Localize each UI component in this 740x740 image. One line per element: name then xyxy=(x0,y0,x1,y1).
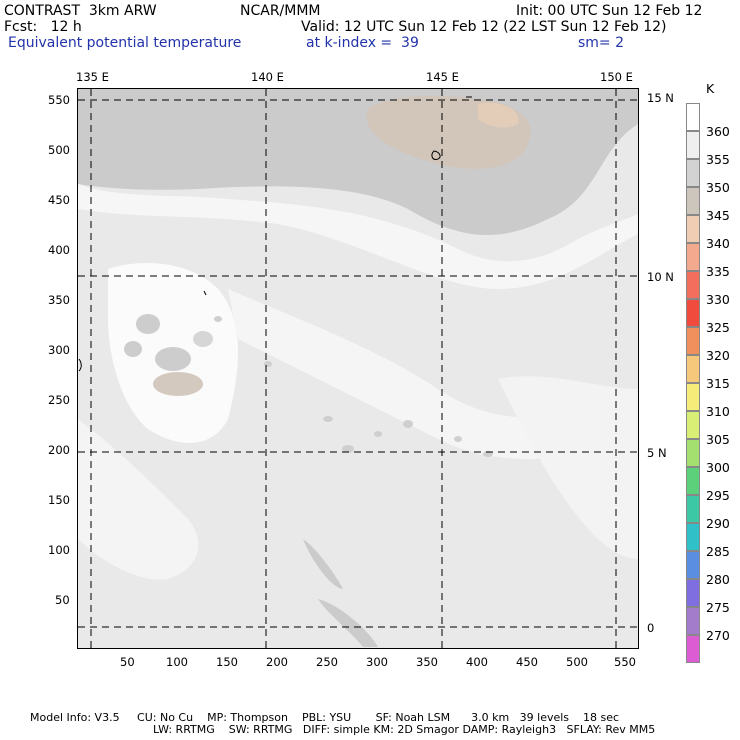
legend-swatch xyxy=(686,439,700,467)
smoothing-label: sm= 2 xyxy=(578,35,625,51)
lat-label-5n: 5 N xyxy=(647,446,667,460)
latlon-grid xyxy=(78,89,638,648)
x-tick-50: 50 xyxy=(120,655,135,669)
legend-swatch xyxy=(686,271,700,299)
y-tick-500: 500 xyxy=(48,143,70,157)
y-tick-50: 50 xyxy=(55,593,70,607)
x-tick-450: 450 xyxy=(516,655,538,669)
x-tick-200: 200 xyxy=(266,655,288,669)
lon-label-135e: 135 E xyxy=(76,70,109,84)
legend-swatch xyxy=(686,411,700,439)
lon-label-150e: 150 E xyxy=(600,70,633,84)
lon-label-140e: 140 E xyxy=(251,70,284,84)
warm-spot-west xyxy=(153,372,203,396)
y-tick-100: 100 xyxy=(48,543,70,557)
legend-unit: K xyxy=(706,81,715,96)
legend-level-label: 295 xyxy=(706,488,730,503)
y-tick-150: 150 xyxy=(48,493,70,507)
legend-level-label: 300 xyxy=(706,460,730,475)
lat-label-0: 0 xyxy=(647,621,655,635)
x-tick-350: 350 xyxy=(416,655,438,669)
south-streak-1 xyxy=(303,539,343,589)
y-tick-550: 550 xyxy=(48,93,70,107)
gray-spot-2 xyxy=(155,347,191,371)
legend-level-label: 315 xyxy=(706,376,730,391)
legend-level-label: 335 xyxy=(706,264,730,279)
x-tick-100: 100 xyxy=(166,655,188,669)
legend-swatch xyxy=(686,327,700,355)
x-tick-500: 500 xyxy=(566,655,588,669)
legend-swatch xyxy=(686,635,700,663)
legend-swatch xyxy=(686,383,700,411)
forecast-hour: Fcst: 12 h xyxy=(4,19,82,35)
legend-level-label: 345 xyxy=(706,208,730,223)
legend-level-label: 320 xyxy=(706,348,730,363)
legend-level-label: 330 xyxy=(706,292,730,307)
legend-level-label: 355 xyxy=(706,152,730,167)
legend-swatch xyxy=(686,131,700,159)
legend-level-label: 310 xyxy=(706,404,730,419)
legend-level-label: 360 xyxy=(706,124,730,139)
legend-level-label: 350 xyxy=(706,180,730,195)
gray-spot-4 xyxy=(193,331,213,347)
gray-spot-3 xyxy=(124,341,142,357)
legend-level-label: 275 xyxy=(706,600,730,615)
lon-label-145e: 145 E xyxy=(426,70,459,84)
legend-swatch xyxy=(686,243,700,271)
white-transition-band xyxy=(78,184,638,289)
y-tick-350: 350 xyxy=(48,293,70,307)
institution-label: NCAR/MMM xyxy=(240,3,321,19)
k-index-label: at k-index = 39 xyxy=(306,35,419,51)
x-tick-300: 300 xyxy=(366,655,388,669)
y-tick-250: 250 xyxy=(48,393,70,407)
model-info-line2: LW: RRTMG SW: RRTMG DIFF: simple KM: 2D … xyxy=(153,723,656,736)
island-outline-3 xyxy=(203,290,207,296)
legend-swatch xyxy=(686,159,700,187)
legend-level-label: 325 xyxy=(706,320,730,335)
x-tick-150: 150 xyxy=(216,655,238,669)
x-tick-550: 550 xyxy=(614,655,636,669)
legend-swatch xyxy=(686,495,700,523)
legend-swatch xyxy=(686,607,700,635)
gray-spot-1 xyxy=(136,314,160,334)
legend-level-label: 290 xyxy=(706,516,730,531)
init-time: Init: 00 UTC Sun 12 Feb 12 xyxy=(516,3,703,19)
legend-swatch xyxy=(686,187,700,215)
legend-swatch xyxy=(686,579,700,607)
field-name: Equivalent potential temperature xyxy=(8,35,242,51)
east-white-zone xyxy=(498,376,638,559)
legend-swatch xyxy=(686,467,700,495)
y-tick-450: 450 xyxy=(48,193,70,207)
y-tick-400: 400 xyxy=(48,243,70,257)
island-outline-1 xyxy=(431,150,441,160)
y-tick-300: 300 xyxy=(48,343,70,357)
x-tick-250: 250 xyxy=(316,655,338,669)
warm-patch-core xyxy=(478,102,519,128)
legend-swatch xyxy=(686,103,700,131)
legend-level-label: 285 xyxy=(706,544,730,559)
valid-time: Valid: 12 UTC Sun 12 Feb 12 (22 LST Sun … xyxy=(301,19,667,35)
model-title: CONTRAST 3km ARW xyxy=(4,3,157,19)
theta-e-field xyxy=(78,89,638,648)
legend-swatch xyxy=(686,523,700,551)
x-tick-400: 400 xyxy=(466,655,488,669)
south-streak-2 xyxy=(318,599,378,647)
lat-label-15n: 15 N xyxy=(647,91,674,105)
legend-level-label: 280 xyxy=(706,572,730,587)
southwest-white-zone xyxy=(78,419,199,580)
legend-swatch xyxy=(686,355,700,383)
map-panel xyxy=(77,88,639,649)
model-info-line1: Model Info: V3.5 CU: No Cu MP: Thompson … xyxy=(30,711,620,724)
legend-level-label: 270 xyxy=(706,628,730,643)
legend-level-label: 340 xyxy=(706,236,730,251)
legend-swatch xyxy=(686,215,700,243)
coast-outline-west xyxy=(78,358,82,372)
y-tick-200: 200 xyxy=(48,443,70,457)
legend-level-label: 305 xyxy=(706,432,730,447)
legend-swatch xyxy=(686,299,700,327)
lat-label-10n: 10 N xyxy=(647,270,674,284)
legend-swatch xyxy=(686,551,700,579)
